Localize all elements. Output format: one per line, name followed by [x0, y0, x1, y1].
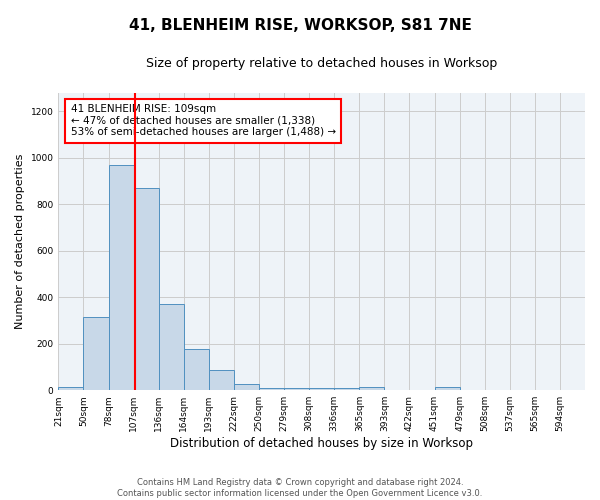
Bar	[334, 388, 359, 390]
Bar	[159, 304, 184, 390]
Y-axis label: Number of detached properties: Number of detached properties	[15, 154, 25, 329]
Bar	[359, 386, 385, 390]
Bar	[234, 384, 259, 390]
Bar	[184, 349, 209, 390]
Bar	[58, 386, 83, 390]
Bar	[134, 188, 159, 390]
Bar	[259, 388, 284, 390]
Text: Contains HM Land Registry data © Crown copyright and database right 2024.
Contai: Contains HM Land Registry data © Crown c…	[118, 478, 482, 498]
Bar	[309, 388, 334, 390]
Bar	[434, 386, 460, 390]
Text: 41 BLENHEIM RISE: 109sqm
← 47% of detached houses are smaller (1,338)
53% of sem: 41 BLENHEIM RISE: 109sqm ← 47% of detach…	[71, 104, 335, 138]
Bar	[83, 317, 109, 390]
Bar	[284, 388, 309, 390]
X-axis label: Distribution of detached houses by size in Worksop: Distribution of detached houses by size …	[170, 437, 473, 450]
Bar	[109, 164, 134, 390]
Title: Size of property relative to detached houses in Worksop: Size of property relative to detached ho…	[146, 58, 497, 70]
Bar	[209, 370, 234, 390]
Text: 41, BLENHEIM RISE, WORKSOP, S81 7NE: 41, BLENHEIM RISE, WORKSOP, S81 7NE	[128, 18, 472, 32]
